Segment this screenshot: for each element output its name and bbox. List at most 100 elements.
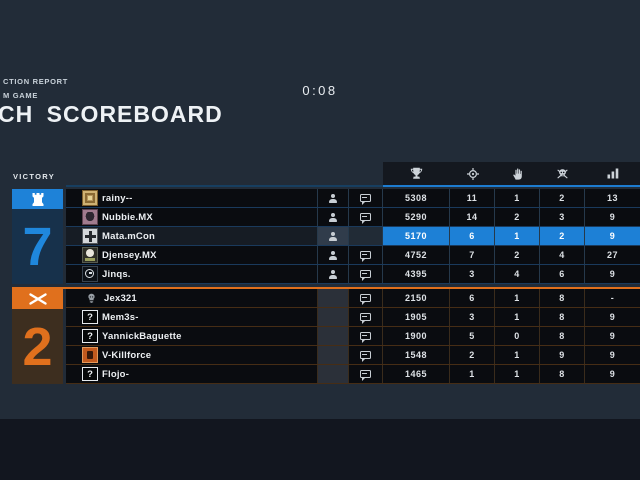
player-row[interactable]: Jex321 2150 6 1 8 -: [66, 289, 640, 308]
stat-ping: 9: [585, 365, 640, 383]
player-row[interactable]: ? Flojo- 1465 1 1 8 9: [66, 365, 640, 384]
text-mute-button[interactable]: [349, 365, 383, 383]
player-emblem: [82, 228, 98, 244]
header-underline-dim: [66, 185, 383, 187]
chat-icon: [360, 332, 371, 344]
player-name-cell[interactable]: Djensey.MX: [66, 246, 318, 264]
player-name-cell[interactable]: ? YannickBaguette: [66, 327, 318, 345]
stat-score: 1465: [383, 365, 450, 383]
player-row[interactable]: rainy-- 5308 11 1 2 13: [66, 189, 640, 208]
stat-kills: 11: [450, 189, 495, 207]
stat-ping: 9: [585, 327, 640, 345]
after-action-report-label: CTION REPORT: [3, 77, 69, 86]
voice-mute-button[interactable]: [318, 246, 349, 264]
player-row[interactable]: V-Killforce 1548 2 1 9 9: [66, 346, 640, 365]
stat-deaths: 9: [540, 346, 585, 364]
voice-icon: [329, 194, 337, 203]
player-emblem-unknown: ?: [82, 310, 98, 324]
text-mute-button[interactable]: [349, 308, 383, 326]
voice-mute-cell-empty: [318, 327, 349, 345]
chat-icon: [360, 270, 371, 282]
stat-deaths: 4: [540, 246, 585, 264]
team-section-defenders: 7 rainy-- 5308 11 1 2 13 Nubbie.MX: [12, 189, 640, 284]
player-name-cell[interactable]: ? Mem3s-: [66, 308, 318, 326]
text-mute-button[interactable]: [349, 246, 383, 264]
text-mute-button[interactable]: [349, 189, 383, 207]
text-mute-button[interactable]: [349, 208, 383, 226]
stat-deaths: 3: [540, 208, 585, 226]
stat-ping: 27: [585, 246, 640, 264]
game-mode-label: M GAME: [3, 91, 39, 100]
player-name: rainy--: [102, 192, 133, 204]
voice-mute-button[interactable]: [318, 189, 349, 207]
player-name-cell[interactable]: Jex321: [66, 289, 318, 307]
text-mute-button[interactable]: [349, 346, 383, 364]
stat-assists: 0: [495, 327, 540, 345]
stat-score: 1905: [383, 308, 450, 326]
player-name: V-Killforce: [102, 349, 152, 361]
player-emblem: [82, 247, 98, 263]
player-name-cell[interactable]: Nubbie.MX: [66, 208, 318, 226]
stat-deaths: 2: [540, 189, 585, 207]
voice-mute-button[interactable]: [318, 265, 349, 283]
stat-assists: 1: [495, 346, 540, 364]
stat-kills: 3: [450, 265, 495, 283]
signal-bars-icon: [607, 168, 618, 179]
team-badge-defenders: [12, 189, 63, 209]
player-name: Mata.mCon: [102, 230, 155, 242]
team-badge-attackers: [12, 289, 63, 309]
result-label: VICTORY: [13, 172, 56, 181]
crosshair-icon: [466, 167, 479, 180]
team-score-attackers: 2: [12, 309, 63, 384]
chat-icon: [360, 194, 371, 206]
stat-kills: 7: [450, 246, 495, 264]
player-name-cell[interactable]: rainy--: [66, 189, 318, 207]
voice-mute-button[interactable]: [318, 227, 349, 245]
player-name-cell[interactable]: V-Killforce: [66, 346, 318, 364]
stat-score: 1900: [383, 327, 450, 345]
player-name-cell[interactable]: Mata.mCon: [66, 227, 318, 245]
player-name-cell[interactable]: ? Flojo-: [66, 365, 318, 383]
bottom-letterbox: [0, 419, 640, 480]
voice-mute-button[interactable]: [318, 208, 349, 226]
chat-icon: [360, 251, 371, 263]
stat-kills: 6: [450, 289, 495, 307]
team-rows-defenders: rainy-- 5308 11 1 2 13 Nubbie.MX 5290 14: [66, 189, 640, 284]
text-mute-button[interactable]: [349, 327, 383, 345]
chat-icon: [360, 313, 371, 325]
page-title: CH SCOREBOARD: [0, 101, 223, 127]
stats-column-headers: [383, 162, 640, 185]
stat-score: 4752: [383, 246, 450, 264]
text-mute-button[interactable]: [349, 265, 383, 283]
player-emblem: [82, 190, 98, 206]
stat-assists: 1: [495, 227, 540, 245]
player-row-highlighted[interactable]: Mata.mCon 5170 6 1 2 9: [66, 227, 640, 246]
player-emblem: [82, 209, 98, 225]
player-name: Flojo-: [102, 368, 130, 380]
voice-mute-cell-empty: [318, 365, 349, 383]
voice-icon: [329, 213, 337, 222]
player-name: Jex321: [104, 292, 137, 304]
column-header-deaths: [540, 162, 585, 185]
player-row[interactable]: Djensey.MX 4752 7 2 4 27: [66, 246, 640, 265]
stat-ping: 9: [585, 208, 640, 226]
column-header-assists: [495, 162, 540, 185]
text-mute-button[interactable]: [349, 289, 383, 307]
text-mute-cell-empty: [349, 227, 383, 245]
stat-score: 5290: [383, 208, 450, 226]
player-row[interactable]: ? YannickBaguette 1900 5 0 8 9: [66, 327, 640, 346]
player-row[interactable]: Jinqs. 4395 3 4 6 9: [66, 265, 640, 284]
stat-assists: 1: [495, 308, 540, 326]
stat-ping: 9: [585, 308, 640, 326]
stat-assists: 1: [495, 289, 540, 307]
player-name-cell[interactable]: Jinqs.: [66, 265, 318, 283]
voice-icon: [329, 232, 337, 241]
stat-kills: 3: [450, 308, 495, 326]
player-row[interactable]: Nubbie.MX 5290 14 2 3 9: [66, 208, 640, 227]
stat-deaths: 8: [540, 289, 585, 307]
hand-icon: [513, 168, 522, 180]
stat-deaths: 2: [540, 227, 585, 245]
player-row[interactable]: ? Mem3s- 1905 3 1 8 9: [66, 308, 640, 327]
stat-score: 2150: [383, 289, 450, 307]
stat-deaths: 6: [540, 265, 585, 283]
